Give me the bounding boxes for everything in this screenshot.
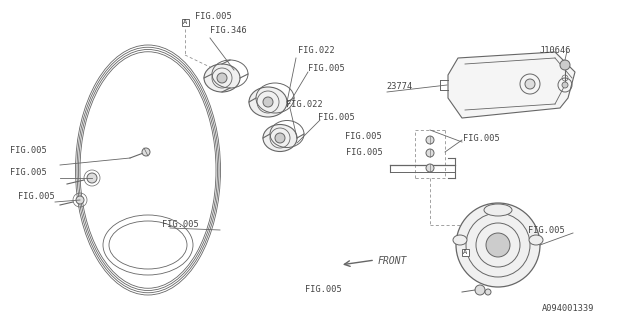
Circle shape — [142, 148, 150, 156]
Ellipse shape — [453, 235, 467, 245]
Text: FIG.005: FIG.005 — [10, 168, 47, 177]
Polygon shape — [448, 52, 575, 118]
Circle shape — [456, 203, 540, 287]
Circle shape — [475, 285, 485, 295]
Text: FIG.346: FIG.346 — [210, 26, 247, 35]
Text: 23774: 23774 — [386, 82, 412, 91]
Ellipse shape — [249, 87, 287, 117]
Ellipse shape — [529, 235, 543, 245]
Text: FIG.022: FIG.022 — [286, 100, 323, 109]
Text: FIG.005: FIG.005 — [308, 64, 345, 73]
Bar — [182, 19, 189, 26]
Text: FIG.005: FIG.005 — [463, 134, 500, 143]
Ellipse shape — [484, 204, 512, 216]
Circle shape — [87, 173, 97, 183]
Circle shape — [426, 164, 434, 172]
Bar — [461, 249, 468, 255]
Text: FIG.005: FIG.005 — [528, 226, 564, 235]
Circle shape — [485, 289, 491, 295]
Text: A: A — [463, 249, 467, 255]
Text: A: A — [183, 19, 187, 25]
Circle shape — [275, 133, 285, 143]
Text: FIG.005: FIG.005 — [162, 220, 199, 229]
Circle shape — [562, 82, 568, 88]
Circle shape — [525, 79, 535, 89]
Text: FIG.005: FIG.005 — [305, 285, 342, 294]
Ellipse shape — [263, 124, 297, 151]
Circle shape — [486, 233, 510, 257]
Circle shape — [76, 196, 84, 204]
Circle shape — [426, 136, 434, 144]
Text: FIG.005: FIG.005 — [195, 12, 232, 21]
Circle shape — [217, 73, 227, 83]
Text: J10646: J10646 — [540, 46, 572, 55]
Text: A094001339: A094001339 — [542, 304, 595, 313]
Ellipse shape — [204, 64, 240, 92]
Circle shape — [560, 60, 570, 70]
Circle shape — [426, 149, 434, 157]
Text: FRONT: FRONT — [378, 256, 408, 266]
Text: FIG.005: FIG.005 — [18, 192, 55, 201]
Text: FIG.005: FIG.005 — [345, 132, 381, 141]
Text: FIG.005: FIG.005 — [346, 148, 383, 157]
Text: FIG.005: FIG.005 — [10, 146, 47, 155]
Text: FIG.022: FIG.022 — [298, 46, 335, 55]
Text: FIG.005: FIG.005 — [318, 113, 355, 122]
Circle shape — [263, 97, 273, 107]
